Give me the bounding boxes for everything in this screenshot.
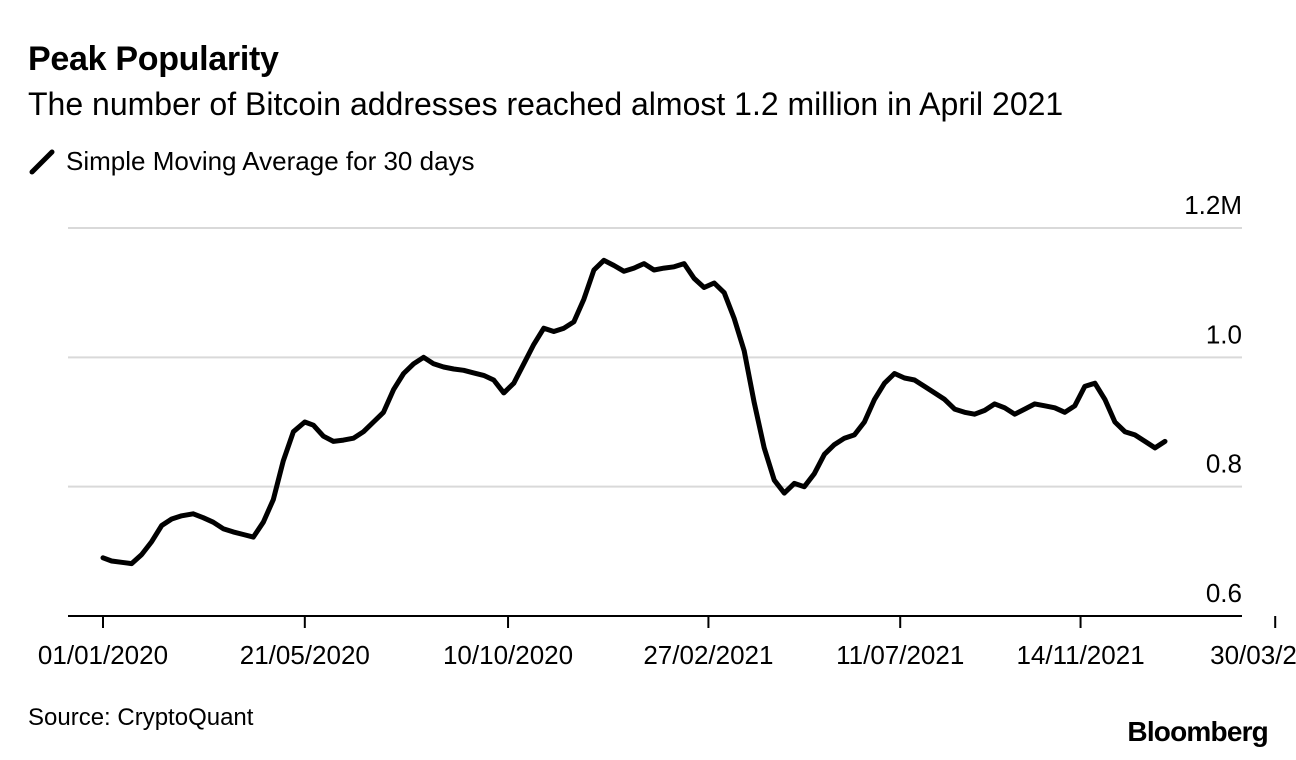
y-tick-label: 0.6 bbox=[1206, 578, 1242, 608]
legend: Simple Moving Average for 30 days bbox=[28, 146, 475, 177]
x-tick-label: 11/07/2021 bbox=[836, 640, 964, 670]
x-tick-label: 01/01/2020 bbox=[38, 640, 168, 670]
x-tick-label: 30/03/2022 bbox=[1210, 640, 1296, 670]
y-tick-label: 0.8 bbox=[1206, 449, 1242, 479]
brand-logo: Bloomberg bbox=[1127, 716, 1268, 747]
y-tick-label: 1.0 bbox=[1206, 319, 1242, 349]
legend-label: Simple Moving Average for 30 days bbox=[66, 146, 475, 176]
y-tick-label: 1.2M bbox=[1184, 190, 1242, 220]
chart-subtitle: The number of Bitcoin addresses reached … bbox=[28, 86, 1064, 122]
series-line bbox=[100, 257, 1168, 567]
y-axis-ticks: 0.6 0.8 1.0 1.2M bbox=[1184, 190, 1242, 608]
x-tick-label: 14/11/2021 bbox=[1016, 640, 1144, 670]
source-note: Source: CryptoQuant bbox=[28, 704, 254, 731]
legend-line-icon bbox=[29, 149, 55, 174]
series-lines bbox=[100, 257, 1168, 567]
gridlines bbox=[68, 227, 1242, 488]
x-axis-ticks: 01/01/2020 21/05/2020 10/10/2020 27/02/2021… bbox=[38, 616, 1296, 670]
x-tick-label: 21/05/2020 bbox=[240, 640, 370, 670]
x-tick-label: 27/02/2021 bbox=[643, 640, 773, 670]
chart-title: Peak Popularity bbox=[28, 40, 279, 78]
x-tick-label: 10/10/2020 bbox=[443, 640, 573, 670]
